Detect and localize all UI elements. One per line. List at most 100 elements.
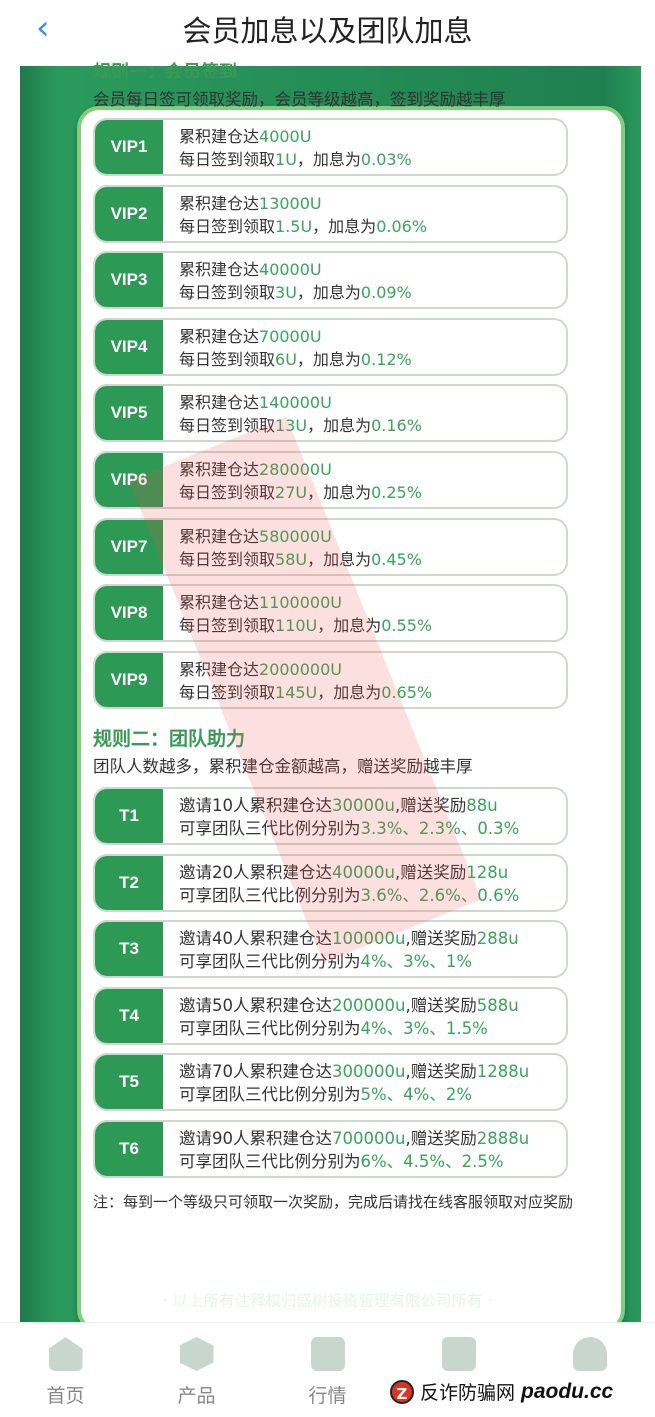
nav-item-news[interactable]	[393, 1323, 524, 1417]
vip-label: VIP7	[95, 519, 163, 574]
reward: 27U	[275, 483, 308, 502]
line1-bonus: ,赠送奖励	[394, 796, 467, 815]
nav-item-home[interactable]: 首页	[0, 1323, 131, 1417]
amount: 2000000U	[259, 659, 342, 679]
vip-label: VIP5	[95, 386, 163, 441]
watermark-icon: Z	[390, 1379, 414, 1404]
line1-bonus: ,赠送奖励	[405, 995, 477, 1015]
line1: 邀请10人累积建仓达30000u,赠送奖励88u	[179, 794, 519, 817]
rule2-heading: 规则二：团队助力	[93, 728, 246, 750]
tier-label: T5	[95, 1055, 163, 1110]
rate: 0.16%	[371, 416, 422, 436]
line2: 每日签到领取145U，加息为0.65%	[179, 681, 432, 704]
line2-prefix: 每日签到领取	[179, 416, 276, 436]
vip-text: 累积建仓达1100000U 每日签到领取110U，加息为0.55%	[179, 591, 432, 637]
ratios: 3.6%、2.6%、0.6%	[360, 885, 520, 905]
vip-label: VIP3	[95, 253, 163, 308]
line1: 累积建仓达1100000U	[179, 591, 432, 614]
amount: 1100000U	[259, 593, 342, 613]
rate: 0.25%	[371, 483, 422, 502]
line2-prefix: 可享团队三代比例分别为	[179, 1018, 361, 1038]
line2-mid: ，加息为	[307, 483, 372, 502]
vip-text: 累积建仓达280000U 每日签到领取27U，加息为0.25%	[179, 458, 422, 504]
vip-row: VIP3 累积建仓达40000U 每日签到领取3U，加息为0.09%	[93, 251, 568, 310]
line1: 累积建仓达40000U	[179, 258, 412, 281]
vip-row: VIP6 累积建仓达280000U 每日签到领取27U，加息为0.25%	[93, 451, 568, 509]
line1: 累积建仓达140000U	[179, 391, 422, 414]
vip-text: 累积建仓达2000000U 每日签到领取145U，加息为0.65%	[179, 658, 432, 704]
line1-prefix: 累积建仓达	[179, 127, 260, 146]
line2: 每日签到领取6U，加息为0.12%	[179, 348, 412, 371]
nav-label: 行情	[308, 1385, 347, 1407]
vip-label: VIP2	[95, 186, 163, 241]
line1: 累积建仓达4000U	[179, 125, 412, 148]
nav-label: 首页	[46, 1385, 85, 1407]
invite: 邀请50人	[179, 995, 250, 1015]
nav-item-market[interactable]: 行情	[262, 1323, 393, 1417]
tier-row: T6 邀请90人累积建仓达700000u,赠送奖励2888u 可享团队三代比例分别为…	[93, 1120, 568, 1178]
line2-prefix: 每日签到领取	[179, 682, 276, 702]
line1: 邀请90人累积建仓达700000u,赠送奖励2888u	[179, 1127, 529, 1150]
tier-label: T3	[95, 922, 163, 977]
footer-copyright: · 以上所有注释权归盛树投资管理有限公司所有 ·	[162, 1292, 493, 1310]
tier-text: 邀请40人累积建仓达100000u,赠送奖励288u 可享团队三代比例分别为4%、…	[179, 927, 519, 973]
vip-label: VIP4	[95, 319, 163, 374]
line2-mid: ，加息为	[296, 349, 361, 369]
watermark-text: 反诈防骗网	[420, 1382, 516, 1404]
tier-text: 邀请10人累积建仓达30000u,赠送奖励88u 可享团队三代比例分别为3.3%、…	[179, 794, 519, 840]
rule1-heading: 规则一：会员签到	[93, 62, 237, 78]
line2: 每日签到领取13U，加息为0.16%	[179, 414, 422, 437]
reward: 1.5U	[275, 216, 313, 236]
tier-text: 邀请70人累积建仓达300000u,赠送奖励1288u 可享团队三代比例分别为5%…	[179, 1060, 529, 1106]
line2-prefix: 每日签到领取	[179, 283, 276, 303]
line2-mid: ，加息为	[307, 549, 372, 569]
line1: 累积建仓达580000U	[179, 525, 422, 548]
invite: 邀请90人	[179, 1129, 250, 1148]
vip-text: 累积建仓达40000U 每日签到领取3U，加息为0.09%	[179, 258, 412, 304]
line2-prefix: 每日签到领取	[179, 483, 276, 502]
line1-prefix: 累积建仓达	[179, 460, 260, 479]
line2: 可享团队三代比例分别为6%、4.5%、2.5%	[179, 1150, 529, 1173]
rate: 0.03%	[360, 150, 412, 169]
line1-mid: 累积建仓达	[249, 796, 333, 815]
line2-mid: ，加息为	[307, 416, 372, 436]
line2: 每日签到领取1.5U，加息为0.06%	[179, 215, 427, 238]
line1-mid: 累积建仓达	[249, 929, 333, 949]
chevron-left-icon[interactable]: ‹	[36, 8, 50, 48]
amount: 140000U	[259, 393, 332, 413]
line1-prefix: 累积建仓达	[179, 260, 260, 280]
line2: 每日签到领取58U，加息为0.45%	[179, 548, 422, 571]
watermark-logo: Z 反诈防骗网 paodu.cc	[390, 1378, 613, 1405]
ratios: 4%、3%、1.5%	[360, 1018, 488, 1038]
chart-icon	[310, 1337, 345, 1371]
vip-text: 累积建仓达13000U 每日签到领取1.5U，加息为0.06%	[179, 192, 427, 238]
line2-prefix: 每日签到领取	[179, 616, 276, 636]
invite: 邀请70人	[179, 1062, 250, 1082]
rate: 0.65%	[381, 682, 433, 702]
amount: 700000u	[332, 1129, 406, 1148]
line1-bonus: ,赠送奖励	[405, 1062, 477, 1082]
line2-prefix: 每日签到领取	[179, 349, 276, 369]
page-title: 会员加息以及团队加息	[182, 14, 473, 48]
line1-mid: 累积建仓达	[249, 862, 333, 882]
line1-prefix: 累积建仓达	[179, 526, 260, 546]
ratios: 6%、4.5%、2.5%	[360, 1152, 504, 1171]
line2: 每日签到领取110U，加息为0.55%	[179, 614, 432, 637]
amount: 300000u	[332, 1062, 406, 1082]
tier-row: T1 邀请10人累积建仓达30000u,赠送奖励88u 可享团队三代比例分别为3.3…	[93, 787, 568, 845]
line1-bonus: ,赠送奖励	[405, 1129, 477, 1148]
reward: 6U	[275, 349, 297, 369]
line2: 每日签到领取1U，加息为0.03%	[179, 148, 412, 171]
line2-mid: ，加息为	[296, 283, 361, 303]
tier-text: 邀请90人累积建仓达700000u,赠送奖励2888u 可享团队三代比例分别为6%…	[179, 1127, 529, 1173]
nav-item-profile[interactable]	[524, 1323, 655, 1417]
line1-bonus: ,赠送奖励	[405, 929, 477, 949]
amount: 30000u	[332, 796, 395, 815]
amount: 580000U	[259, 526, 332, 546]
rule2-desc: 团队人数越多，累积建仓金额越高，赠送奖励越丰厚	[93, 757, 473, 776]
ratios: 4%、3%、1%	[360, 952, 473, 972]
vip-row: VIP1 累积建仓达4000U 每日签到领取1U，加息为0.03%	[93, 118, 568, 176]
tier-row: T4 邀请50人累积建仓达200000u,赠送奖励588u 可享团队三代比例分别为4…	[93, 986, 568, 1045]
nav-item-product[interactable]: 产品	[131, 1323, 262, 1417]
amount: 100000u	[332, 929, 406, 949]
